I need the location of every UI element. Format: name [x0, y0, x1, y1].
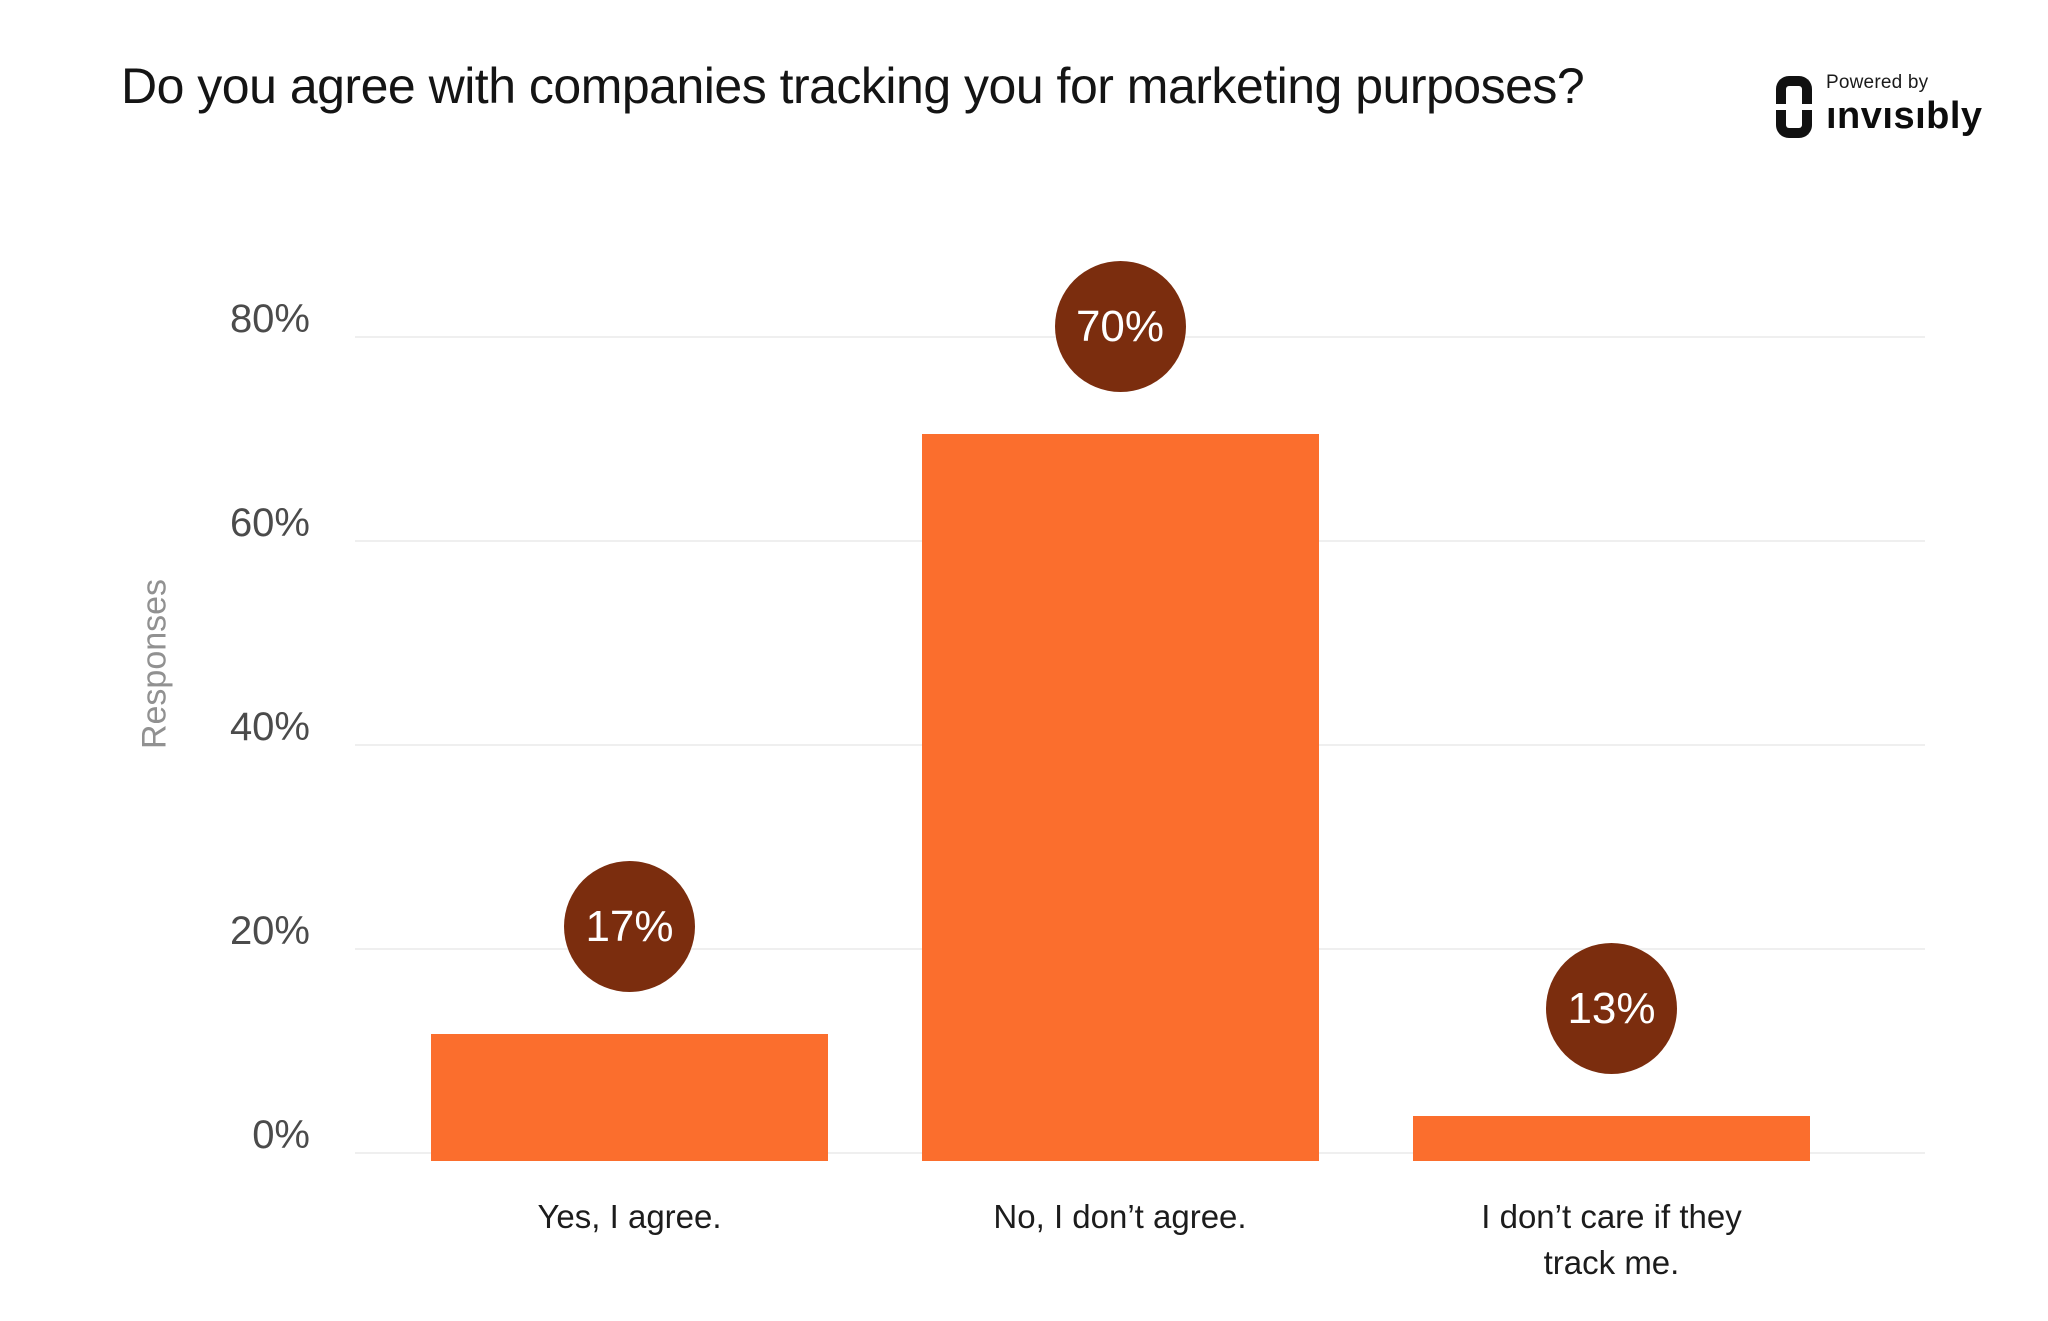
- invisibly-logo-top-arc: [1776, 76, 1812, 104]
- y-tick-label: 80%: [229, 297, 310, 341]
- y-tick-label: 0%: [252, 1113, 310, 1157]
- y-tick-label: 60%: [229, 501, 310, 545]
- invisibly-logo-bottom-arc: [1776, 110, 1812, 138]
- x-category-label: I don’t care if they track me.: [1481, 1198, 1742, 1281]
- value-badge-label: 17%: [585, 902, 674, 951]
- brand-text: Powered by ınvısıbly: [1826, 72, 1983, 138]
- powered-by-label: Powered by: [1826, 72, 1929, 93]
- value-badge-label: 70%: [1075, 302, 1165, 351]
- invisibly-logo-icon: [1776, 76, 1812, 138]
- bar[interactable]: [1413, 1116, 1810, 1161]
- value-badge-label: 13%: [1567, 984, 1656, 1033]
- page-title: Do you agree with companies tracking you…: [121, 58, 1585, 114]
- x-category-label: Yes, I agree.: [537, 1198, 722, 1235]
- brand: Powered by ınvısıbly: [1776, 72, 1983, 138]
- y-tick-label: 20%: [229, 909, 310, 953]
- bar[interactable]: [431, 1034, 828, 1161]
- value-badge: 13%: [1546, 943, 1677, 1074]
- bar[interactable]: [921, 434, 1319, 1161]
- value-badge: 17%: [564, 861, 695, 992]
- x-category-label: No, I don’t agree.: [993, 1198, 1247, 1235]
- invisibly-wordmark: ınvısıbly: [1826, 95, 1983, 137]
- y-tick-label: 40%: [229, 705, 310, 749]
- value-badge: 70%: [1054, 261, 1186, 392]
